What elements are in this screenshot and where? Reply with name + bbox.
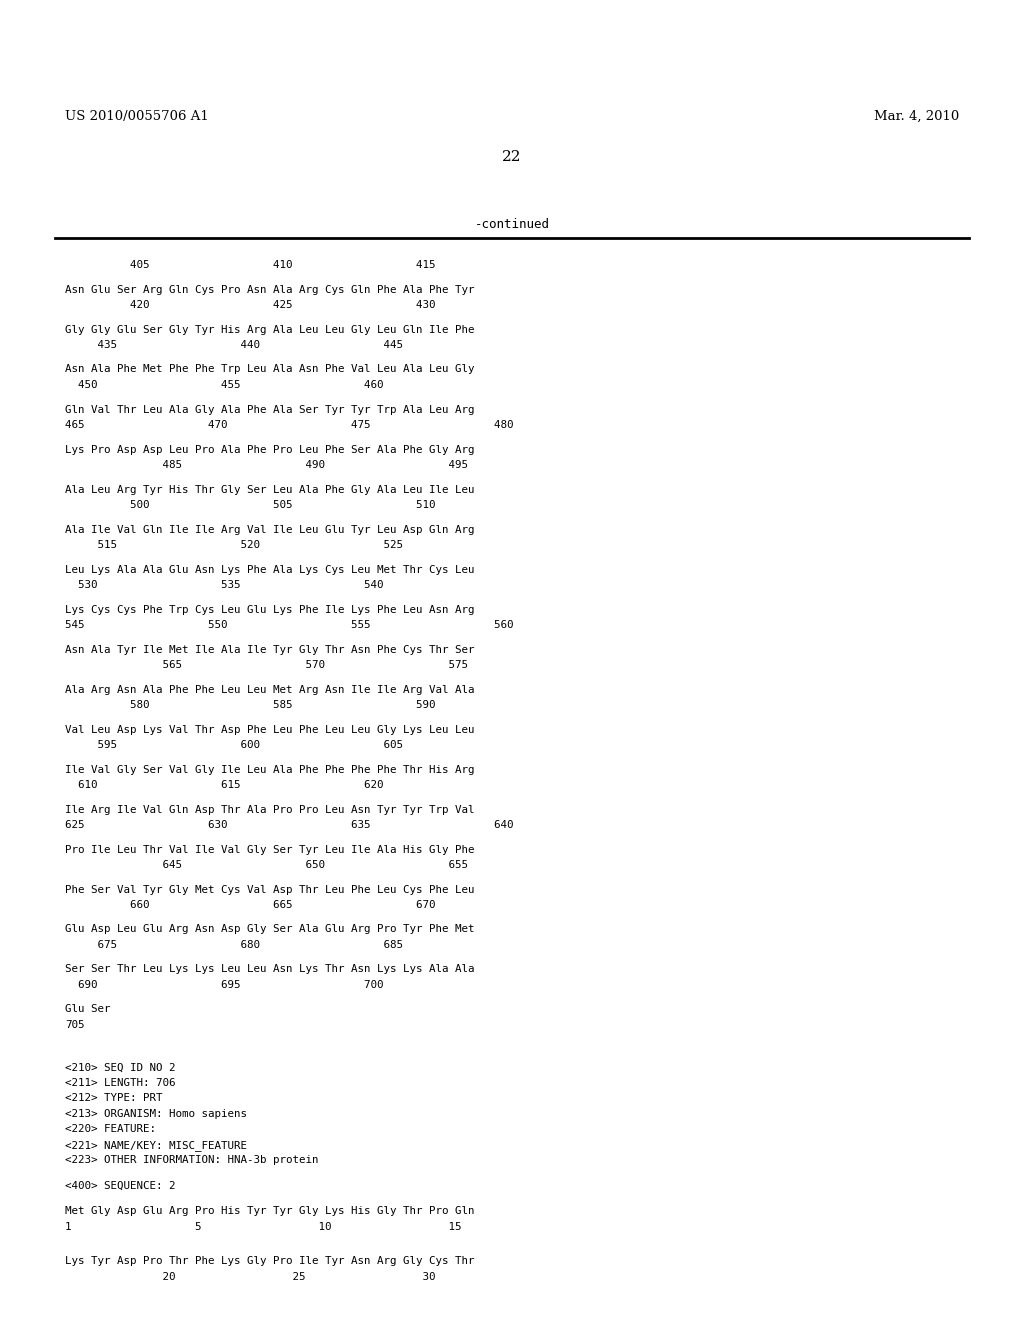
Text: Leu Lys Ala Ala Glu Asn Lys Phe Ala Lys Cys Leu Met Thr Cys Leu: Leu Lys Ala Ala Glu Asn Lys Phe Ala Lys … xyxy=(65,565,474,574)
Text: <213> ORGANISM: Homo sapiens: <213> ORGANISM: Homo sapiens xyxy=(65,1109,247,1119)
Text: Ala Leu Arg Tyr His Thr Gly Ser Leu Ala Phe Gly Ala Leu Ile Leu: Ala Leu Arg Tyr His Thr Gly Ser Leu Ala … xyxy=(65,484,474,495)
Text: 545                   550                   555                   560: 545 550 555 560 xyxy=(65,620,513,630)
Text: 565                   570                   575: 565 570 575 xyxy=(65,660,468,671)
Text: 625                   630                   635                   640: 625 630 635 640 xyxy=(65,820,513,830)
Text: 465                   470                   475                   480: 465 470 475 480 xyxy=(65,420,513,430)
Text: Asn Ala Phe Met Phe Phe Trp Leu Ala Asn Phe Val Leu Ala Leu Gly: Asn Ala Phe Met Phe Phe Trp Leu Ala Asn … xyxy=(65,364,474,375)
Text: Glu Asp Leu Glu Arg Asn Asp Gly Ser Ala Glu Arg Pro Tyr Phe Met: Glu Asp Leu Glu Arg Asn Asp Gly Ser Ala … xyxy=(65,924,474,935)
Text: 610                   615                   620: 610 615 620 xyxy=(65,780,384,789)
Text: 530                   535                   540: 530 535 540 xyxy=(65,579,384,590)
Text: 485                   490                   495: 485 490 495 xyxy=(65,459,468,470)
Text: 675                   680                   685: 675 680 685 xyxy=(65,940,403,950)
Text: Ala Ile Val Gln Ile Ile Arg Val Ile Leu Glu Tyr Leu Asp Gln Arg: Ala Ile Val Gln Ile Ile Arg Val Ile Leu … xyxy=(65,524,474,535)
Text: Ile Arg Ile Val Gln Asp Thr Ala Pro Pro Leu Asn Tyr Tyr Trp Val: Ile Arg Ile Val Gln Asp Thr Ala Pro Pro … xyxy=(65,804,474,814)
Text: 435                   440                   445: 435 440 445 xyxy=(65,341,403,350)
Text: 420                   425                   430: 420 425 430 xyxy=(65,300,435,310)
Text: 405                   410                   415: 405 410 415 xyxy=(65,260,435,271)
Text: 580                   585                   590: 580 585 590 xyxy=(65,700,435,710)
Text: Gly Gly Glu Ser Gly Tyr His Arg Ala Leu Leu Gly Leu Gln Ile Phe: Gly Gly Glu Ser Gly Tyr His Arg Ala Leu … xyxy=(65,325,474,334)
Text: Lys Tyr Asp Pro Thr Phe Lys Gly Pro Ile Tyr Asn Arg Gly Cys Thr: Lys Tyr Asp Pro Thr Phe Lys Gly Pro Ile … xyxy=(65,1257,474,1266)
Text: Ala Arg Asn Ala Phe Phe Leu Leu Met Arg Asn Ile Ile Arg Val Ala: Ala Arg Asn Ala Phe Phe Leu Leu Met Arg … xyxy=(65,685,474,694)
Text: US 2010/0055706 A1: US 2010/0055706 A1 xyxy=(65,110,209,123)
Text: Asn Ala Tyr Ile Met Ile Ala Ile Tyr Gly Thr Asn Phe Cys Thr Ser: Asn Ala Tyr Ile Met Ile Ala Ile Tyr Gly … xyxy=(65,644,474,655)
Text: <220> FEATURE:: <220> FEATURE: xyxy=(65,1125,156,1134)
Text: 22: 22 xyxy=(502,150,522,164)
Text: <210> SEQ ID NO 2: <210> SEQ ID NO 2 xyxy=(65,1063,175,1072)
Text: 450                   455                   460: 450 455 460 xyxy=(65,380,384,389)
Text: Lys Pro Asp Asp Leu Pro Ala Phe Pro Leu Phe Ser Ala Phe Gly Arg: Lys Pro Asp Asp Leu Pro Ala Phe Pro Leu … xyxy=(65,445,474,454)
Text: 1                   5                  10                  15: 1 5 10 15 xyxy=(65,1222,462,1232)
Text: <221> NAME/KEY: MISC_FEATURE: <221> NAME/KEY: MISC_FEATURE xyxy=(65,1140,247,1151)
Text: <211> LENGTH: 706: <211> LENGTH: 706 xyxy=(65,1078,175,1088)
Text: Phe Ser Val Tyr Gly Met Cys Val Asp Thr Leu Phe Leu Cys Phe Leu: Phe Ser Val Tyr Gly Met Cys Val Asp Thr … xyxy=(65,884,474,895)
Text: Val Leu Asp Lys Val Thr Asp Phe Leu Phe Leu Leu Gly Lys Leu Leu: Val Leu Asp Lys Val Thr Asp Phe Leu Phe … xyxy=(65,725,474,734)
Text: 515                   520                   525: 515 520 525 xyxy=(65,540,403,550)
Text: Mar. 4, 2010: Mar. 4, 2010 xyxy=(873,110,959,123)
Text: 645                   650                   655: 645 650 655 xyxy=(65,861,468,870)
Text: 660                   665                   670: 660 665 670 xyxy=(65,900,435,909)
Text: <400> SEQUENCE: 2: <400> SEQUENCE: 2 xyxy=(65,1181,175,1191)
Text: Ile Val Gly Ser Val Gly Ile Leu Ala Phe Phe Phe Phe Thr His Arg: Ile Val Gly Ser Val Gly Ile Leu Ala Phe … xyxy=(65,764,474,775)
Text: Met Gly Asp Glu Arg Pro His Tyr Tyr Gly Lys His Gly Thr Pro Gln: Met Gly Asp Glu Arg Pro His Tyr Tyr Gly … xyxy=(65,1206,474,1217)
Text: <212> TYPE: PRT: <212> TYPE: PRT xyxy=(65,1093,163,1104)
Text: Pro Ile Leu Thr Val Ile Val Gly Ser Tyr Leu Ile Ala His Gly Phe: Pro Ile Leu Thr Val Ile Val Gly Ser Tyr … xyxy=(65,845,474,854)
Text: Glu Ser: Glu Ser xyxy=(65,1005,111,1015)
Text: Asn Glu Ser Arg Gln Cys Pro Asn Ala Arg Cys Gln Phe Ala Phe Tyr: Asn Glu Ser Arg Gln Cys Pro Asn Ala Arg … xyxy=(65,285,474,294)
Text: Lys Cys Cys Phe Trp Cys Leu Glu Lys Phe Ile Lys Phe Leu Asn Arg: Lys Cys Cys Phe Trp Cys Leu Glu Lys Phe … xyxy=(65,605,474,615)
Text: <223> OTHER INFORMATION: HNA-3b protein: <223> OTHER INFORMATION: HNA-3b protein xyxy=(65,1155,318,1166)
Text: 705: 705 xyxy=(65,1020,85,1030)
Text: Gln Val Thr Leu Ala Gly Ala Phe Ala Ser Tyr Tyr Trp Ala Leu Arg: Gln Val Thr Leu Ala Gly Ala Phe Ala Ser … xyxy=(65,404,474,414)
Text: 690                   695                   700: 690 695 700 xyxy=(65,979,384,990)
Text: -continued: -continued xyxy=(474,218,550,231)
Text: 595                   600                   605: 595 600 605 xyxy=(65,741,403,750)
Text: 500                   505                   510: 500 505 510 xyxy=(65,500,435,510)
Text: 20                  25                  30: 20 25 30 xyxy=(65,1272,435,1282)
Text: Ser Ser Thr Leu Lys Lys Leu Leu Asn Lys Thr Asn Lys Lys Ala Ala: Ser Ser Thr Leu Lys Lys Leu Leu Asn Lys … xyxy=(65,965,474,974)
